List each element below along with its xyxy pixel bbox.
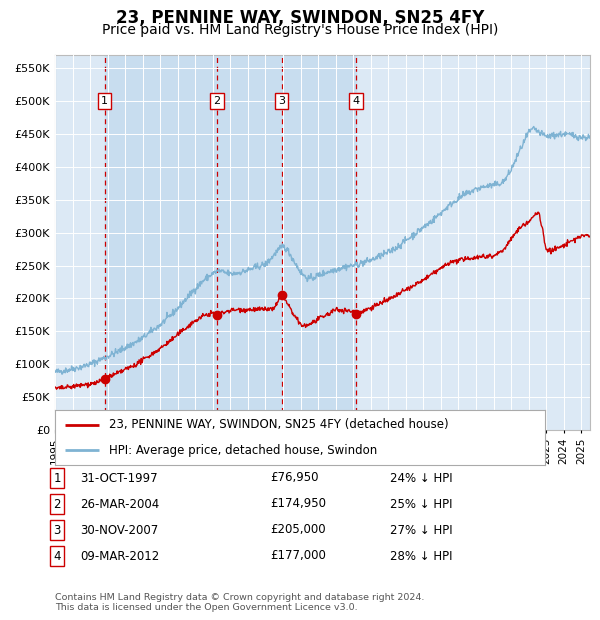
Text: 25% ↓ HPI: 25% ↓ HPI — [390, 497, 452, 510]
Text: Contains HM Land Registry data © Crown copyright and database right 2024.
This d: Contains HM Land Registry data © Crown c… — [55, 593, 424, 612]
Text: £76,950: £76,950 — [270, 471, 319, 484]
Text: 2: 2 — [214, 96, 220, 106]
Text: 09-MAR-2012: 09-MAR-2012 — [80, 549, 159, 562]
Text: 23, PENNINE WAY, SWINDON, SN25 4FY (detached house): 23, PENNINE WAY, SWINDON, SN25 4FY (deta… — [109, 418, 449, 432]
Text: 23, PENNINE WAY, SWINDON, SN25 4FY: 23, PENNINE WAY, SWINDON, SN25 4FY — [116, 9, 484, 27]
Text: 28% ↓ HPI: 28% ↓ HPI — [390, 549, 452, 562]
Text: 3: 3 — [278, 96, 285, 106]
Text: Price paid vs. HM Land Registry's House Price Index (HPI): Price paid vs. HM Land Registry's House … — [102, 23, 498, 37]
Text: 26-MAR-2004: 26-MAR-2004 — [80, 497, 159, 510]
Text: 4: 4 — [353, 96, 360, 106]
Text: 30-NOV-2007: 30-NOV-2007 — [80, 523, 158, 536]
Bar — [104, 55, 356, 430]
Text: £205,000: £205,000 — [270, 523, 326, 536]
Text: £177,000: £177,000 — [270, 549, 326, 562]
Text: 1: 1 — [53, 471, 61, 484]
Text: 31-OCT-1997: 31-OCT-1997 — [80, 471, 158, 484]
Text: 1: 1 — [101, 96, 108, 106]
Text: 2: 2 — [53, 497, 61, 510]
Text: 3: 3 — [53, 523, 61, 536]
Text: 24% ↓ HPI: 24% ↓ HPI — [390, 471, 452, 484]
Text: 27% ↓ HPI: 27% ↓ HPI — [390, 523, 452, 536]
Text: £174,950: £174,950 — [270, 497, 326, 510]
Text: HPI: Average price, detached house, Swindon: HPI: Average price, detached house, Swin… — [109, 444, 377, 457]
Text: 4: 4 — [53, 549, 61, 562]
